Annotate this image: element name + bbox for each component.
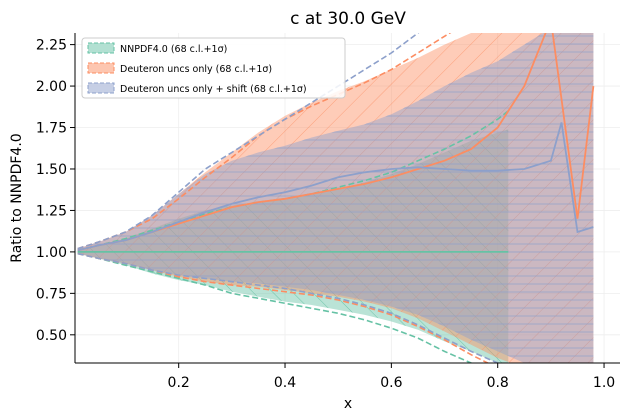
band-hatch-shift — [77, 33, 594, 363]
x-tick-label-4: 1.0 — [593, 375, 615, 391]
y-tick-label-3: 1.25 — [36, 203, 67, 219]
x-tick-label-2: 0.6 — [380, 375, 402, 391]
y-tick-label-0: 0.50 — [36, 328, 67, 344]
legend-entry-deuteron: Deuteron uncs only (68 c.l.+1σ) — [87, 62, 272, 75]
legend: NNPDF4.0 (68 c.l.+1σ) Deuteron uncs only… — [81, 37, 346, 99]
y-tick-label-7: 2.25 — [36, 38, 67, 54]
y-tick-label-1: 0.75 — [36, 286, 67, 302]
series-lines — [77, 33, 595, 363]
axes — [74, 33, 620, 364]
y-axis-label: Ratio to NNPDF4.0 — [9, 133, 25, 262]
sigma-upper-deuteron — [77, 33, 452, 250]
sigma-upper-shift — [77, 33, 420, 250]
legend-entry-nnpdf: NNPDF4.0 (68 c.l.+1σ) — [87, 42, 227, 55]
legend-label-nnpdf: NNPDF4.0 (68 c.l.+1σ) — [120, 44, 227, 55]
central-line-shift — [77, 122, 594, 252]
x-tick-label-3: 0.8 — [487, 375, 509, 391]
legend-swatch-shift — [87, 82, 115, 94]
y-tick-label-2: 1.00 — [36, 245, 67, 261]
chart-title: c at 30.0 GeV — [290, 9, 406, 29]
uncertainty-bands — [77, 33, 594, 363]
legend-label-shift: Deuteron uncs only + shift (68 c.l.+1σ) — [120, 84, 307, 95]
legend-swatch-nnpdf — [87, 42, 115, 54]
x-tick-label-1: 0.4 — [274, 375, 296, 391]
legend-entry-shift: Deuteron uncs only + shift (68 c.l.+1σ) — [87, 82, 307, 95]
x-axis-label: x — [344, 396, 352, 412]
x-tick-label-0: 0.2 — [168, 375, 190, 391]
legend-frame — [81, 37, 346, 99]
sigma-lower-nnpdf — [77, 252, 474, 363]
legend-label-deuteron: Deuteron uncs only (68 c.l.+1σ) — [120, 64, 272, 75]
y-tick-label-5: 1.75 — [36, 121, 67, 137]
legend-swatch-deuteron — [87, 62, 115, 74]
y-tick-label-4: 1.50 — [36, 162, 67, 178]
y-tick-label-6: 2.00 — [36, 79, 67, 95]
y-ticks: 0.50 0.75 1.00 1.25 1.50 1.75 2.00 2.25 — [36, 38, 75, 344]
x-ticks: 0.2 0.4 0.6 0.8 1.0 — [168, 363, 615, 391]
